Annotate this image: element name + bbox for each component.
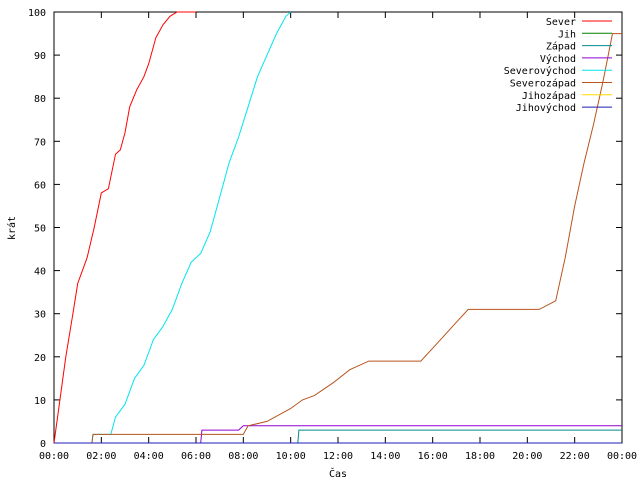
x-tick-label: 02:00 xyxy=(86,451,116,462)
legend-label: Jihovýchod xyxy=(516,102,576,114)
x-tick-label: 08:00 xyxy=(228,451,258,462)
legend-label: Severozápad xyxy=(510,78,576,90)
y-tick-label: 50 xyxy=(34,224,46,235)
x-tick-label: 16:00 xyxy=(418,451,448,462)
x-tick-label: 06:00 xyxy=(181,451,211,462)
series-line-severovýchod xyxy=(54,11,292,444)
legend-label: Sever xyxy=(546,17,576,28)
y-tick-label: 40 xyxy=(34,267,46,278)
x-tick-label: 14:00 xyxy=(370,451,400,462)
x-tick-label: 00:00 xyxy=(607,451,637,462)
legend-label: Západ xyxy=(546,41,576,53)
x-tick-label: 20:00 xyxy=(512,451,542,462)
y-tick-label: 70 xyxy=(34,137,46,148)
series-lines xyxy=(53,11,622,444)
x-tick-label: 04:00 xyxy=(134,451,164,462)
y-tick-label: 80 xyxy=(34,94,46,105)
y-tick-label: 60 xyxy=(34,180,46,191)
legend-label: Jihozápad xyxy=(522,90,576,102)
x-tick-label: 00:00 xyxy=(39,451,69,462)
x-tick-label: 22:00 xyxy=(560,451,590,462)
series-line-severozápad xyxy=(54,33,622,444)
x-tick-label: 18:00 xyxy=(465,451,495,462)
y-tick-label: 100 xyxy=(28,8,46,19)
legend-label: Východ xyxy=(540,53,576,65)
x-tick-label: 12:00 xyxy=(323,451,353,462)
legend-label: Severovýchod xyxy=(504,65,576,77)
y-tick-label: 90 xyxy=(34,51,46,62)
y-tick-label: 30 xyxy=(34,310,46,321)
x-axis-label: Čas xyxy=(329,467,347,480)
y-tick-label: 0 xyxy=(40,439,46,450)
series-line-sever xyxy=(53,11,196,444)
legend: SeverJihZápadVýchodSeverovýchodSeverozáp… xyxy=(504,17,612,114)
y-tick-label: 20 xyxy=(34,353,46,364)
y-axis-label: krát xyxy=(6,216,18,240)
legend-label: Jih xyxy=(558,29,576,40)
y-tick-label: 10 xyxy=(34,396,46,407)
x-tick-label: 10:00 xyxy=(276,451,306,462)
axis-ticks: 0 10 20 30 40 50 60 70 80 90 100 00:00 02:00 04:00 06:… xyxy=(28,8,637,462)
